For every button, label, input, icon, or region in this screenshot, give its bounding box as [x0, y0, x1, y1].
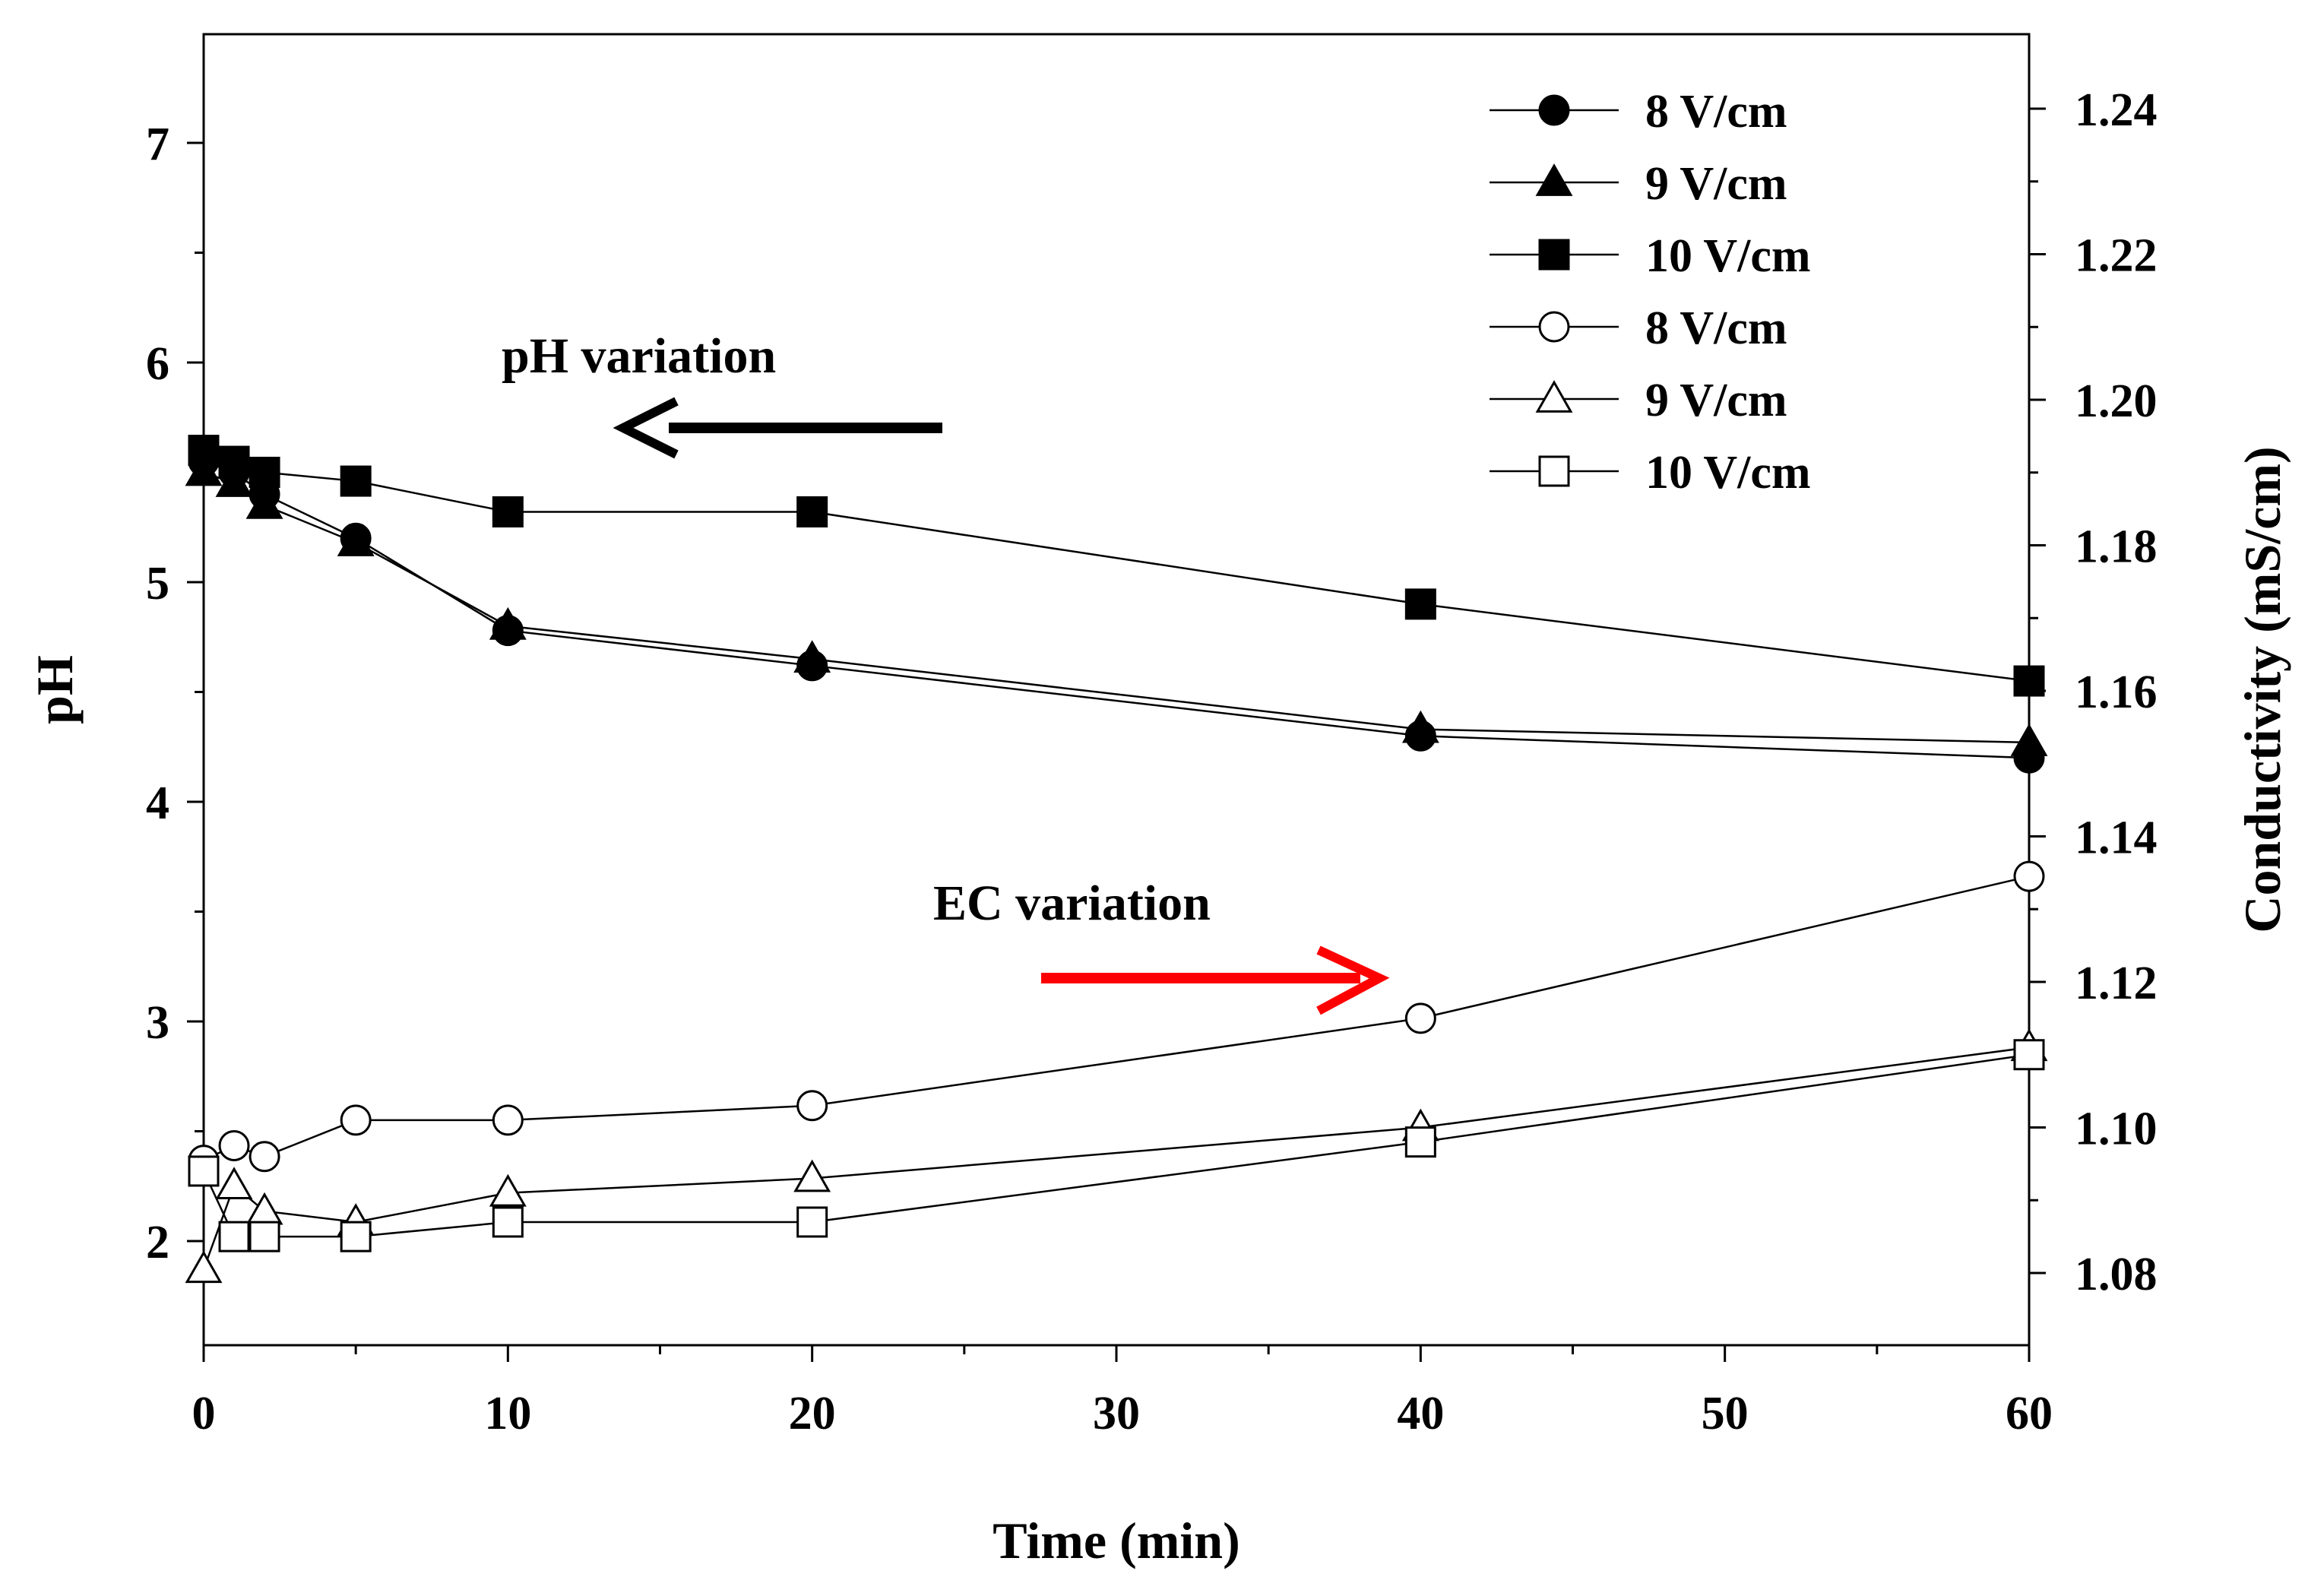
x-tick-label-10: 10 — [484, 1388, 531, 1439]
data-point-s5-5 — [796, 1206, 828, 1238]
data-point-s1-7 — [2010, 724, 2048, 756]
y-left-tick-label-6: 6 — [146, 338, 169, 390]
x-tick-label-60: 60 — [2006, 1388, 2053, 1439]
data-point-s2-5 — [796, 496, 828, 528]
data-point-s3-1 — [218, 1129, 250, 1161]
y-right-tick-label-1.14: 1.14 — [2075, 812, 2158, 864]
legend-label-5: 10 V/cm — [1645, 447, 1811, 499]
data-point-s5-4 — [492, 1206, 524, 1238]
legend-marker-5 — [1538, 455, 1570, 487]
legend-marker-3 — [1538, 311, 1570, 343]
x-tick-label-50: 50 — [1702, 1388, 1749, 1439]
legend-marker-4 — [1535, 380, 1573, 413]
y-right-tick-label-1.24: 1.24 — [2075, 84, 2158, 136]
data-point-s5-3 — [340, 1221, 372, 1252]
legend-marker-0 — [1538, 94, 1570, 126]
y-right-tick-label-1.10: 1.10 — [2075, 1104, 2158, 1155]
x-tick-label-40: 40 — [1397, 1388, 1444, 1439]
legend-label-1: 9 V/cm — [1645, 158, 1787, 210]
legend-label-4: 9 V/cm — [1645, 375, 1787, 426]
data-point-s2-7 — [2013, 665, 2045, 697]
data-point-s3-7 — [2013, 860, 2045, 892]
y-right-axis-title: Conductivity (mS/cm) — [2234, 446, 2291, 933]
legend-marker-2 — [1538, 239, 1570, 271]
data-point-s1-6 — [1401, 710, 1439, 743]
data-point-s3-2 — [249, 1141, 280, 1173]
data-point-s1-2 — [245, 486, 283, 519]
data-point-s3-5 — [796, 1090, 828, 1122]
x-tick-label-0: 0 — [192, 1388, 216, 1439]
x-tick-label-30: 30 — [1093, 1388, 1140, 1439]
data-point-s5-0 — [188, 1155, 220, 1187]
data-point-s1-3 — [337, 524, 375, 556]
data-point-s4-1 — [215, 1167, 253, 1199]
y-right-tick-label-1.08: 1.08 — [2075, 1249, 2158, 1300]
y-left-tick-label-7: 7 — [146, 119, 169, 170]
data-point-s5-6 — [1404, 1126, 1436, 1158]
annotation-ph-variation: pH variation — [502, 328, 776, 384]
data-point-s1-0 — [185, 453, 223, 486]
series-line-5 — [202, 1053, 2030, 1238]
x-tick-label-20: 20 — [789, 1388, 836, 1439]
y-left-tick-label-2: 2 — [146, 1217, 169, 1268]
y-left-tick-label-3: 3 — [146, 997, 169, 1049]
data-point-s2-1 — [218, 445, 250, 477]
series-line-1 — [203, 471, 2030, 744]
data-point-s4-0 — [185, 1250, 223, 1284]
data-point-s4-5 — [793, 1159, 831, 1192]
data-point-s4-4 — [489, 1173, 527, 1207]
y-right-tick-label-1.16: 1.16 — [2075, 667, 2158, 718]
y-right-tick-label-1.20: 1.20 — [2075, 375, 2158, 427]
data-point-s3-4 — [492, 1104, 524, 1136]
data-point-s5-2 — [249, 1221, 280, 1252]
data-point-s2-3 — [340, 465, 372, 497]
data-point-s2-0 — [188, 435, 220, 467]
data-point-s1-1 — [215, 464, 253, 497]
data-point-s5-1 — [218, 1221, 250, 1252]
data-point-s3-6 — [1404, 1002, 1436, 1034]
data-point-s4-2 — [245, 1192, 283, 1225]
legend-label-0: 8 V/cm — [1645, 86, 1787, 138]
annotation-ph-arrow-head — [613, 397, 679, 459]
legend-label-2: 10 V/cm — [1645, 230, 1811, 282]
x-axis-title: Time (min) — [993, 1512, 1240, 1569]
data-point-s2-4 — [492, 496, 524, 528]
annotation-ec-variation: EC variation — [933, 876, 1211, 931]
y-left-axis-title: pH — [26, 655, 84, 724]
data-point-s3-3 — [340, 1104, 372, 1136]
data-point-s5-7 — [2013, 1039, 2045, 1071]
legend-label-3: 8 V/cm — [1645, 302, 1787, 354]
y-right-tick-label-1.22: 1.22 — [2075, 230, 2158, 282]
data-point-s1-5 — [793, 640, 831, 673]
series-line-4 — [202, 1046, 2030, 1270]
y-left-tick-label-5: 5 — [146, 558, 169, 610]
y-right-tick-label-1.18: 1.18 — [2075, 521, 2158, 573]
data-point-s2-2 — [249, 457, 280, 488]
legend-marker-1 — [1535, 163, 1573, 196]
y-left-tick-label-4: 4 — [146, 777, 169, 829]
data-point-s2-6 — [1404, 588, 1436, 620]
y-right-tick-label-1.12: 1.12 — [2075, 958, 2158, 1009]
annotation-ec-arrow-head — [1316, 945, 1390, 1015]
data-point-s1-4 — [489, 606, 527, 640]
